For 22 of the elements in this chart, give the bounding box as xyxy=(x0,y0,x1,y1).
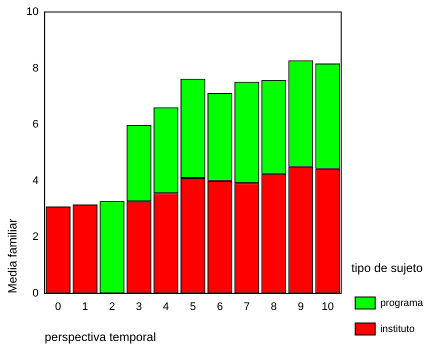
legend-label: instituto xyxy=(380,324,416,335)
y-tick-label: 0 xyxy=(32,287,39,300)
x-tick-label: 5 xyxy=(190,301,196,314)
x-tick-label: 3 xyxy=(136,301,142,314)
y-tick-label: 2 xyxy=(32,231,39,244)
y-axis-title: Media familiar xyxy=(6,218,20,294)
x-tick-label: 6 xyxy=(216,301,223,314)
legend-label: programa xyxy=(380,298,424,309)
y-tick-label: 4 xyxy=(32,174,39,187)
x-tick-label: 9 xyxy=(298,301,304,314)
x-tick-label: 4 xyxy=(162,301,170,314)
x-tick-label: 7 xyxy=(244,301,250,314)
x-tick-label: 2 xyxy=(108,301,116,314)
y-tick-label: 6 xyxy=(32,118,39,131)
x-tick-label: 10 xyxy=(322,301,334,314)
x-tick-label: 1 xyxy=(82,301,88,314)
x-axis-title: perspectiva temporal xyxy=(44,330,156,344)
y-tick-label: 8 xyxy=(32,62,39,74)
x-tick-label: 0 xyxy=(55,301,62,314)
x-tick-label: 8 xyxy=(270,301,277,314)
legend-title: tipo de sujeto xyxy=(351,260,424,275)
y-tick-label: 10 xyxy=(26,6,39,18)
